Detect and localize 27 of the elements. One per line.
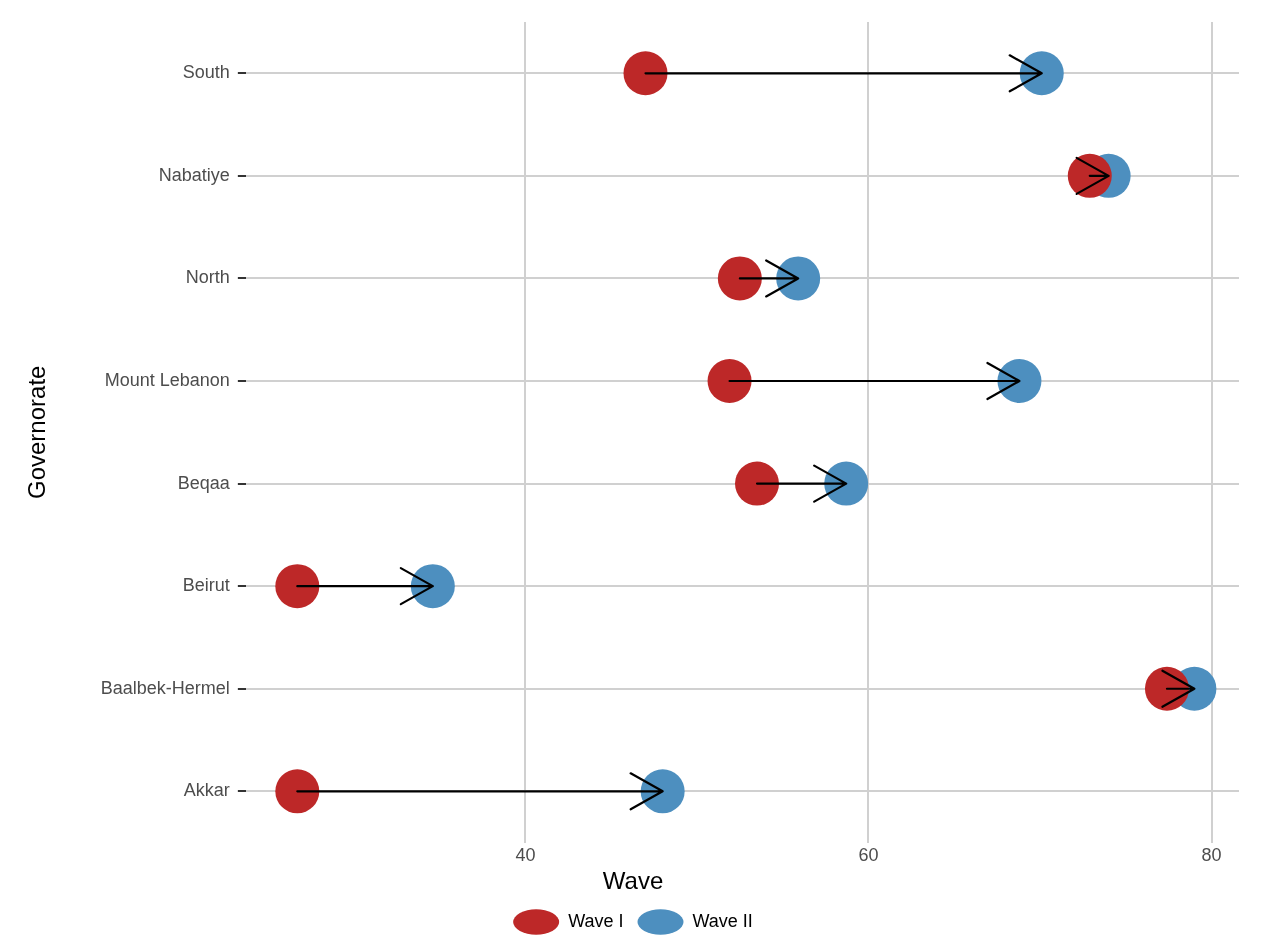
- y-tick-label: South: [182, 62, 230, 83]
- y-tick-label: Beqaa: [177, 472, 231, 493]
- y-tick-label: Mount Lebanon: [104, 369, 230, 390]
- legend-title: Wave: [602, 866, 664, 894]
- legend-label: Wave II: [692, 910, 753, 931]
- x-tick-label: 40: [515, 845, 536, 866]
- point: [824, 461, 869, 506]
- x-tick-label: 60: [858, 845, 879, 866]
- y-tick-label: Baalbek-Hermel: [100, 677, 230, 698]
- point: [640, 769, 685, 814]
- point: [997, 359, 1042, 404]
- y-tick-label: Akkar: [183, 780, 230, 801]
- point: [735, 461, 780, 506]
- x-tick-label: 80: [1201, 845, 1222, 866]
- y-tick-label: Nabatiye: [158, 164, 230, 185]
- point: [776, 256, 821, 301]
- point: [623, 51, 668, 96]
- point: [275, 769, 320, 814]
- legend-label: Wave I: [568, 910, 624, 931]
- point: [707, 359, 752, 404]
- y-axis-title: Governorate: [23, 365, 51, 499]
- point: [275, 564, 320, 609]
- point: [1019, 51, 1064, 96]
- y-tick-label: Beirut: [182, 575, 230, 596]
- y-tick-label: North: [185, 267, 230, 288]
- point: [717, 256, 762, 301]
- point: [410, 564, 455, 609]
